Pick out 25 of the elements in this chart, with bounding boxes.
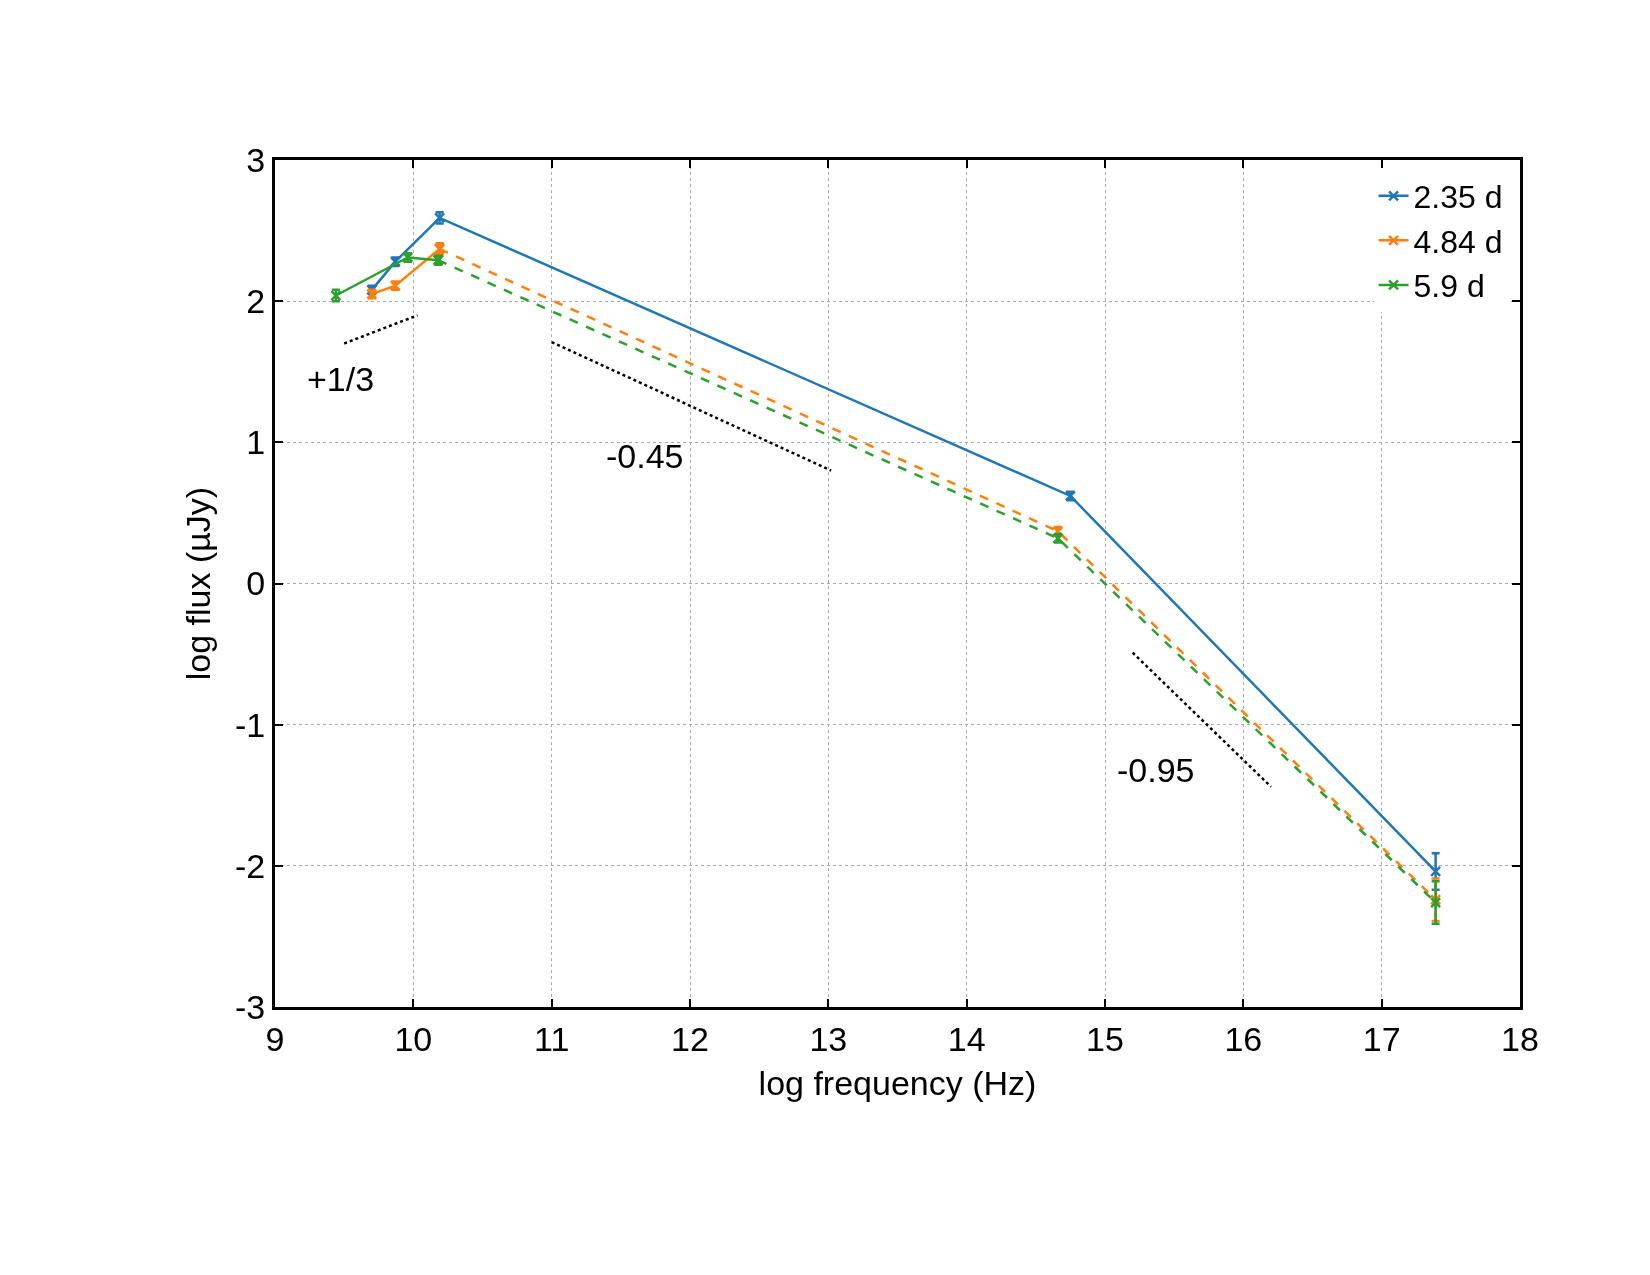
annotation: +1/3 <box>307 360 375 398</box>
y-tick-label: -2 <box>234 846 266 885</box>
x-tick-label: 14 <box>947 1019 986 1058</box>
legend-label: 5.9 d <box>1413 268 1485 305</box>
annotation: -0.45 <box>606 437 684 475</box>
y-tick-label: 0 <box>246 564 266 603</box>
x-axis-title: log frequency (Hz) <box>758 1064 1037 1103</box>
x-tick-label: 9 <box>265 1019 285 1058</box>
x-tick-label: 16 <box>1224 1019 1263 1058</box>
y-tick-label: 1 <box>246 423 266 462</box>
y-tick-label: 2 <box>246 282 266 321</box>
annotation: -0.95 <box>1117 751 1195 789</box>
x-tick-label: 13 <box>809 1019 848 1058</box>
x-tick-label: 15 <box>1086 1019 1124 1058</box>
legend-label: 4.84 d <box>1413 223 1503 260</box>
x-tick-label: 10 <box>394 1019 433 1058</box>
x-tick-label: 12 <box>671 1019 709 1058</box>
x-tick-label: 18 <box>1501 1019 1539 1058</box>
x-tick-label: 17 <box>1362 1019 1401 1058</box>
y-tick-label: -1 <box>234 705 266 744</box>
y-axis-title: log flux (µJy) <box>178 486 217 681</box>
legend-label: 2.35 d <box>1413 179 1503 216</box>
y-tick-label: 3 <box>246 140 266 179</box>
y-tick-label: -3 <box>234 987 266 1026</box>
x-tick-label: 11 <box>534 1019 570 1058</box>
